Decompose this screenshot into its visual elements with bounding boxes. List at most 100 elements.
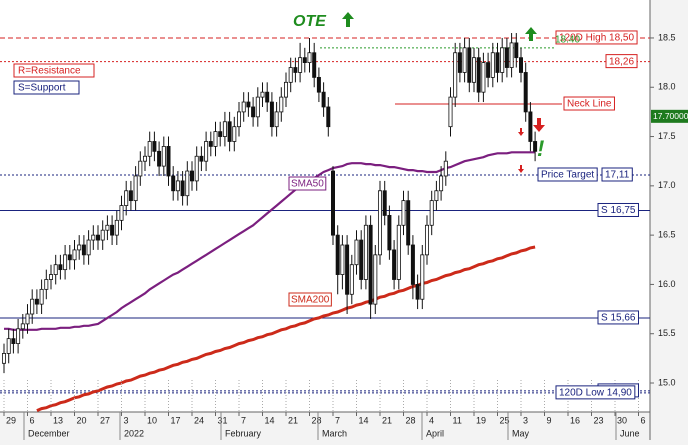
candle-body bbox=[269, 101, 274, 128]
candle-body bbox=[11, 338, 16, 344]
candle-body bbox=[265, 91, 270, 103]
candle-body bbox=[72, 249, 77, 261]
level-label-box bbox=[555, 385, 636, 400]
level-label: 18.40 bbox=[555, 34, 580, 45]
x-tick-label: 25 bbox=[500, 415, 510, 425]
x-tick-label: 3 bbox=[523, 415, 528, 425]
candle-body bbox=[349, 264, 354, 295]
candle-body bbox=[175, 180, 180, 192]
candle-body bbox=[406, 200, 411, 246]
candle-body bbox=[58, 264, 63, 271]
month-label: December bbox=[28, 428, 70, 438]
candle-body bbox=[100, 229, 105, 241]
candle-body bbox=[67, 254, 72, 261]
level-label-box bbox=[605, 54, 638, 69]
ote-label: OTE bbox=[293, 13, 327, 30]
level-label-box bbox=[537, 167, 598, 182]
candle-body bbox=[363, 224, 368, 280]
candle-body bbox=[471, 57, 476, 83]
candle-body bbox=[429, 200, 434, 226]
month-label: March bbox=[322, 428, 347, 438]
candle-body bbox=[481, 62, 486, 93]
support-note: S=Support bbox=[18, 83, 66, 94]
candle-body bbox=[504, 47, 509, 68]
candle-body bbox=[274, 111, 279, 128]
candle-body bbox=[335, 234, 340, 275]
candle-body bbox=[91, 234, 96, 241]
month-label: 2022 bbox=[124, 428, 144, 438]
x-tick-label: 19 bbox=[476, 415, 486, 425]
resistance-box bbox=[13, 63, 95, 78]
candle-body bbox=[354, 239, 359, 266]
candle-body bbox=[119, 205, 124, 221]
candle-body bbox=[25, 313, 30, 325]
level-label-box bbox=[597, 202, 639, 217]
level-label: Neck Line bbox=[567, 99, 612, 110]
candle-body bbox=[410, 244, 415, 285]
candle-body bbox=[208, 141, 213, 147]
candle-body bbox=[345, 244, 350, 295]
y-tick-label: 15.0 bbox=[658, 377, 676, 387]
candle-body bbox=[30, 298, 35, 315]
level-label: 17,11 bbox=[605, 170, 630, 181]
candle-body bbox=[283, 81, 288, 98]
candle-body bbox=[316, 76, 321, 93]
x-tick-label: 27 bbox=[100, 415, 110, 425]
candle-body bbox=[20, 323, 25, 330]
candle-body bbox=[260, 91, 265, 98]
candle-body bbox=[500, 47, 505, 73]
candle-body bbox=[533, 141, 538, 152]
plot-area bbox=[0, 0, 650, 412]
candle-body bbox=[321, 91, 326, 108]
level-label: Price Target bbox=[541, 170, 594, 181]
level-label: S 15,66 bbox=[601, 313, 636, 324]
candle-body bbox=[128, 190, 133, 202]
candle-body bbox=[77, 244, 82, 251]
candle-body bbox=[114, 219, 119, 236]
x-tick-label: 28 bbox=[406, 415, 416, 425]
y-tick-label: 16.5 bbox=[658, 230, 676, 240]
candle-body bbox=[86, 239, 91, 256]
candle-body bbox=[382, 190, 387, 216]
y-tick-label: 16.0 bbox=[658, 279, 676, 289]
candle-body bbox=[133, 175, 138, 202]
candle-body bbox=[467, 47, 472, 83]
small-down-arrow bbox=[518, 128, 524, 136]
y-tick-label: 17.0 bbox=[658, 180, 676, 190]
candle-body bbox=[528, 111, 533, 142]
ote-arrow bbox=[342, 12, 354, 27]
x-tick-label: 31 bbox=[218, 415, 228, 425]
candle-body bbox=[293, 67, 298, 73]
month-label: February bbox=[225, 428, 262, 438]
ma-label: SMA200 bbox=[291, 295, 330, 306]
candle-body bbox=[105, 224, 110, 231]
candle-body bbox=[194, 155, 199, 182]
month-label: April bbox=[426, 428, 444, 438]
candle-body bbox=[377, 190, 382, 256]
candle-body bbox=[486, 62, 491, 78]
level-label: 120D High 18,50 bbox=[559, 33, 634, 44]
x-tick-label: 13 bbox=[53, 415, 63, 425]
candle-body bbox=[392, 249, 397, 280]
candle-body bbox=[387, 215, 392, 251]
level-label: S 16,75 bbox=[601, 205, 636, 216]
x-tick-label: 16 bbox=[570, 415, 580, 425]
candle-body bbox=[246, 101, 251, 108]
ma-line bbox=[36, 245, 536, 412]
x-tick-label: 28 bbox=[312, 415, 322, 425]
candle-body bbox=[298, 57, 303, 73]
candle-body bbox=[340, 244, 345, 275]
candle-body bbox=[236, 111, 241, 128]
x-tick-label: 10 bbox=[147, 415, 157, 425]
candle-body bbox=[255, 96, 260, 118]
last-price-label: 17.70000 bbox=[653, 111, 688, 121]
level-label: 18,26 bbox=[609, 56, 634, 67]
candle-body bbox=[49, 274, 54, 280]
month-label: June bbox=[620, 428, 640, 438]
candle-body bbox=[396, 224, 401, 280]
candle-body bbox=[142, 155, 147, 162]
candle-body bbox=[157, 150, 162, 167]
candle-body bbox=[204, 141, 209, 162]
x-tick-label: 6 bbox=[641, 415, 646, 425]
